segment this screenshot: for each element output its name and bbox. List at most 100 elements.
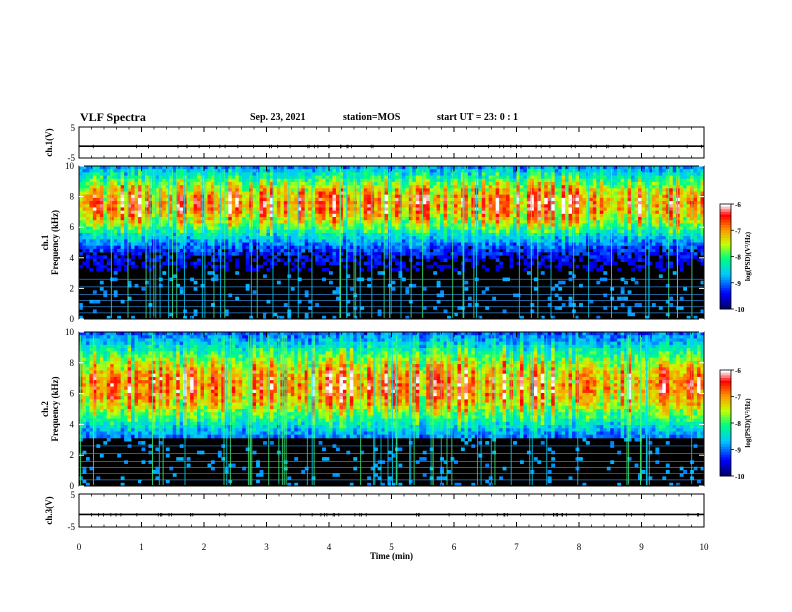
spectrogram-cell [263, 194, 267, 199]
spectrogram-cell [179, 287, 184, 291]
spectrogram-cell [96, 261, 101, 266]
spectrogram-cell [85, 232, 90, 237]
spectrogram-cell [485, 223, 490, 227]
spectrogram-cell [440, 242, 444, 247]
spectrogram-cell [544, 229, 549, 234]
spectrogram-cell [519, 236, 524, 240]
spectrogram-cell [509, 188, 514, 192]
spectrogram-cell [127, 188, 132, 192]
spectrogram-cell [349, 166, 354, 170]
spectrogram-cell [558, 223, 563, 227]
spectrogram-cell [592, 166, 597, 170]
spectrogram-cell [228, 217, 233, 221]
spectrogram-cell [540, 229, 545, 234]
spectrogram-cell [290, 210, 295, 215]
spectrogram-cell [158, 188, 163, 192]
spectrogram-cell [186, 242, 191, 247]
spectrogram-cell [558, 261, 563, 266]
spectrogram-cell [613, 191, 618, 196]
spectrogram-cell [610, 220, 615, 224]
spectrogram-cell [124, 191, 129, 196]
spectrogram-cell [599, 248, 604, 253]
spectrogram-cell [554, 201, 559, 205]
spectrogram-cell [526, 271, 531, 275]
spectrogram-cell [415, 194, 420, 199]
spectrogram-cell [131, 220, 135, 224]
spectrogram-cell [488, 213, 493, 218]
spectrogram-cell [568, 194, 573, 199]
chart-title: VLF Spectra [80, 110, 146, 124]
spectrogram-cell [221, 210, 226, 215]
spectrogram-cell [398, 207, 403, 212]
spectrogram-cell [89, 181, 94, 186]
spectrogram-cell [197, 169, 201, 173]
spectrogram-cell [412, 166, 417, 170]
spectrogram-cell [509, 185, 514, 189]
spectrogram-cell [613, 178, 618, 183]
spectrogram-cell [210, 220, 215, 224]
spectrogram-cell [381, 248, 385, 253]
spectrogram-cell [589, 261, 594, 266]
spectrogram-cell [301, 201, 306, 205]
spectrogram-cell [256, 185, 260, 189]
spectrogram-cell [301, 185, 306, 189]
spectrogram-cell [308, 232, 313, 237]
spectrogram-cell [405, 229, 410, 234]
spectrogram-cell [561, 213, 566, 218]
spectrogram-cell [190, 191, 194, 196]
spectrogram-cell [283, 248, 288, 253]
spectrogram-cell [554, 264, 559, 269]
spectrogram-cell [325, 185, 330, 189]
spectrogram-cell [495, 264, 500, 269]
spectrogram-cell [457, 169, 462, 173]
spectrogram-cell [519, 239, 524, 243]
spectrogram-cell [197, 185, 201, 189]
spectrogram-cell [79, 166, 83, 170]
spectrogram-cell [214, 185, 219, 189]
spectrogram-cell [585, 178, 590, 183]
spectrogram-cell [280, 223, 285, 227]
spectrogram-cell [443, 245, 448, 250]
spectrogram-cell [374, 239, 379, 243]
spectrogram-cell [488, 255, 493, 259]
spectrogram-cell [214, 178, 219, 183]
spectrogram-cell [179, 223, 184, 227]
spectrogram-cell [530, 236, 535, 240]
spectrogram-cell [398, 271, 403, 275]
spectrogram-cell [179, 290, 184, 294]
spectrogram-cell [342, 223, 347, 227]
spectrogram-cell [280, 188, 285, 192]
spectrogram-cell [276, 169, 281, 173]
spectrogram-cell [540, 194, 545, 199]
spectrogram-cell [103, 166, 108, 170]
spectrogram-cell [447, 175, 451, 180]
spectrogram-cell [256, 210, 260, 215]
spectrogram-cell [224, 178, 229, 183]
spectrogram-cell [533, 166, 538, 170]
spectrogram-cell [339, 232, 344, 237]
spectrogram-cell [363, 245, 368, 250]
spectrogram-cell [547, 188, 552, 192]
spectrogram-cell [134, 181, 139, 186]
spectrogram-cell [162, 166, 167, 170]
spectrogram-cell [603, 232, 608, 237]
spectrogram-cell [165, 252, 170, 256]
spectrogram-cell [377, 210, 382, 215]
spectrogram-cell [544, 181, 549, 186]
spectrogram-cell [513, 204, 517, 208]
spectrogram-cell [256, 232, 260, 237]
spectrogram-cell [488, 239, 493, 243]
spectrogram-cell [537, 213, 542, 218]
spectrogram-cell [158, 181, 163, 186]
spectrogram-cell [443, 226, 448, 231]
spectrogram-cell [526, 172, 531, 176]
spectrogram-cell [391, 197, 396, 202]
spectrogram-cell [592, 255, 597, 259]
spectrogram-cell [141, 261, 146, 266]
spectrogram-cell [273, 204, 278, 208]
spectrogram-cell [575, 239, 580, 243]
spectrogram-cell [224, 188, 229, 192]
spectrogram-cell [210, 201, 215, 205]
spectrogram-cell [464, 226, 469, 231]
spectrogram-cell [596, 188, 601, 192]
